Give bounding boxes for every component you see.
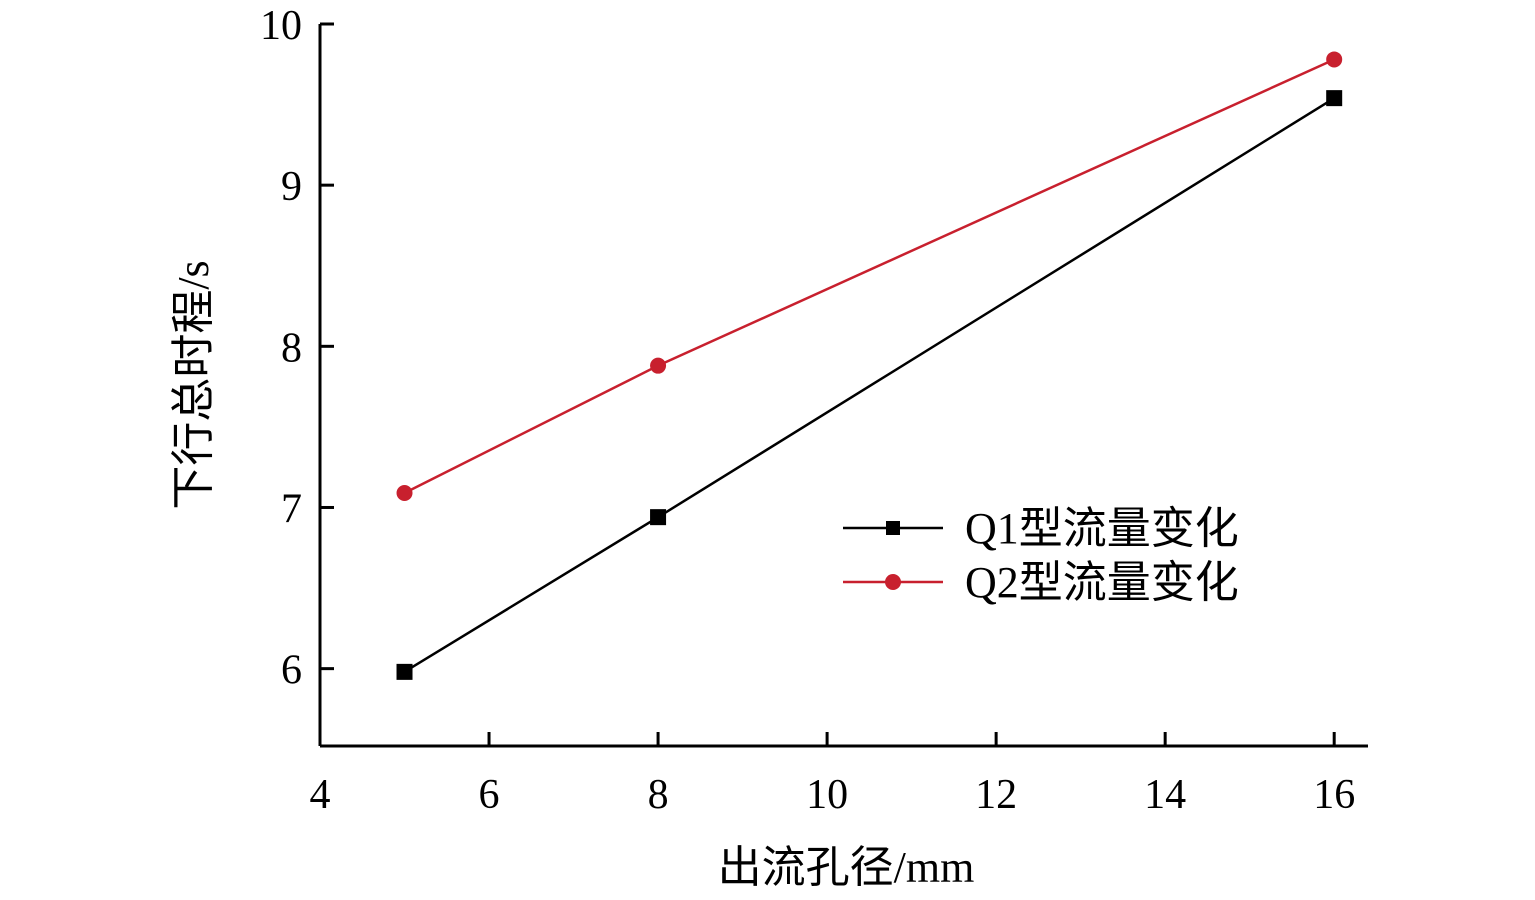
x-tick-label: 14 xyxy=(1144,772,1186,818)
data-point xyxy=(1326,51,1343,68)
series-1 xyxy=(396,90,1343,680)
x-tick-label: 10 xyxy=(806,772,848,818)
y-tick-label: 8 xyxy=(281,325,302,371)
data-point xyxy=(396,484,413,501)
y-tick-label: 9 xyxy=(281,164,302,210)
x-tick-label: 6 xyxy=(479,772,500,818)
y-tick-label: 10 xyxy=(260,3,302,49)
legend: Q1型流量变化 Q2型流量变化 xyxy=(843,504,1239,607)
x-axis-title: 出流孔径/mm xyxy=(718,843,975,892)
x-tick-label: 8 xyxy=(648,772,669,818)
data-point xyxy=(1326,90,1343,107)
y-axis-ticks: 6 7 8 9 10 xyxy=(260,3,334,694)
x-tick-label: 16 xyxy=(1313,772,1355,818)
y-tick-label: 7 xyxy=(281,486,302,532)
x-tick-label: 4 xyxy=(310,772,331,818)
legend-item: Q2型流量变化 xyxy=(843,558,1239,607)
legend-item: Q1型流量变化 xyxy=(843,504,1239,553)
y-tick-label: 6 xyxy=(281,648,302,694)
x-axis-ticks: 4 6 8 10 12 14 16 xyxy=(310,732,1355,818)
data-point xyxy=(650,357,667,374)
series-2 xyxy=(396,51,1343,501)
data-point xyxy=(650,509,667,526)
x-tick-label: 12 xyxy=(975,772,1017,818)
series-line xyxy=(403,58,1335,495)
series-layer xyxy=(396,51,1343,680)
data-point xyxy=(396,663,413,680)
axes xyxy=(318,24,1368,748)
legend-marker xyxy=(885,574,901,590)
legend-label: Q1型流量变化 xyxy=(965,504,1239,553)
y-axis-title: 下行总时程/s xyxy=(169,260,218,509)
legend-label: Q2型流量变化 xyxy=(965,558,1239,607)
legend-marker xyxy=(886,521,900,535)
